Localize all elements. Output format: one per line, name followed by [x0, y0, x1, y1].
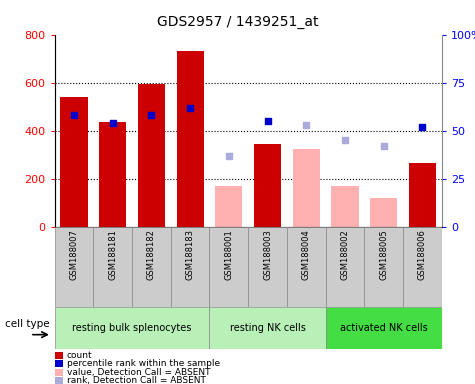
Point: [418, 124, 426, 130]
Bar: [55, 307, 209, 349]
Text: GSM188002: GSM188002: [341, 229, 350, 280]
Bar: [254, 144, 281, 227]
Point: [341, 137, 349, 143]
Bar: [248, 227, 287, 307]
Bar: [171, 227, 209, 307]
Bar: [138, 84, 165, 227]
Bar: [93, 227, 132, 307]
Bar: [215, 186, 242, 227]
Bar: [332, 186, 359, 227]
Text: GSM188006: GSM188006: [418, 229, 427, 280]
Text: GSM188183: GSM188183: [186, 229, 195, 280]
Text: GSM188004: GSM188004: [302, 229, 311, 280]
Text: GSM188181: GSM188181: [108, 229, 117, 280]
Text: percentile rank within the sample: percentile rank within the sample: [67, 359, 220, 368]
Text: GSM188182: GSM188182: [147, 229, 156, 280]
Text: GSM188007: GSM188007: [69, 229, 78, 280]
Bar: [364, 227, 403, 307]
Bar: [55, 227, 93, 307]
Bar: [177, 51, 204, 227]
Bar: [293, 149, 320, 227]
Text: resting bulk splenocytes: resting bulk splenocytes: [72, 323, 192, 333]
Text: rank, Detection Call = ABSENT: rank, Detection Call = ABSENT: [67, 376, 206, 384]
Text: GSM188003: GSM188003: [263, 229, 272, 280]
Text: cell type: cell type: [5, 319, 49, 329]
Bar: [409, 163, 436, 227]
Point: [186, 104, 194, 111]
Bar: [60, 97, 87, 227]
Point: [225, 152, 233, 159]
Point: [264, 118, 271, 124]
Bar: [287, 227, 326, 307]
Text: GSM188005: GSM188005: [379, 229, 388, 280]
Text: activated NK cells: activated NK cells: [340, 323, 428, 333]
Point: [303, 122, 310, 128]
Bar: [326, 307, 442, 349]
Bar: [209, 227, 248, 307]
Text: value, Detection Call = ABSENT: value, Detection Call = ABSENT: [67, 367, 210, 377]
Bar: [99, 122, 126, 227]
Point: [380, 143, 388, 149]
Bar: [209, 307, 326, 349]
Bar: [326, 227, 364, 307]
Bar: [370, 198, 397, 227]
Point: [70, 112, 78, 118]
Text: count: count: [67, 351, 93, 360]
Text: GDS2957 / 1439251_at: GDS2957 / 1439251_at: [157, 15, 318, 29]
Point: [109, 120, 116, 126]
Bar: [132, 227, 171, 307]
Bar: [403, 227, 442, 307]
Text: resting NK cells: resting NK cells: [229, 323, 305, 333]
Text: GSM188001: GSM188001: [224, 229, 233, 280]
Point: [148, 112, 155, 118]
